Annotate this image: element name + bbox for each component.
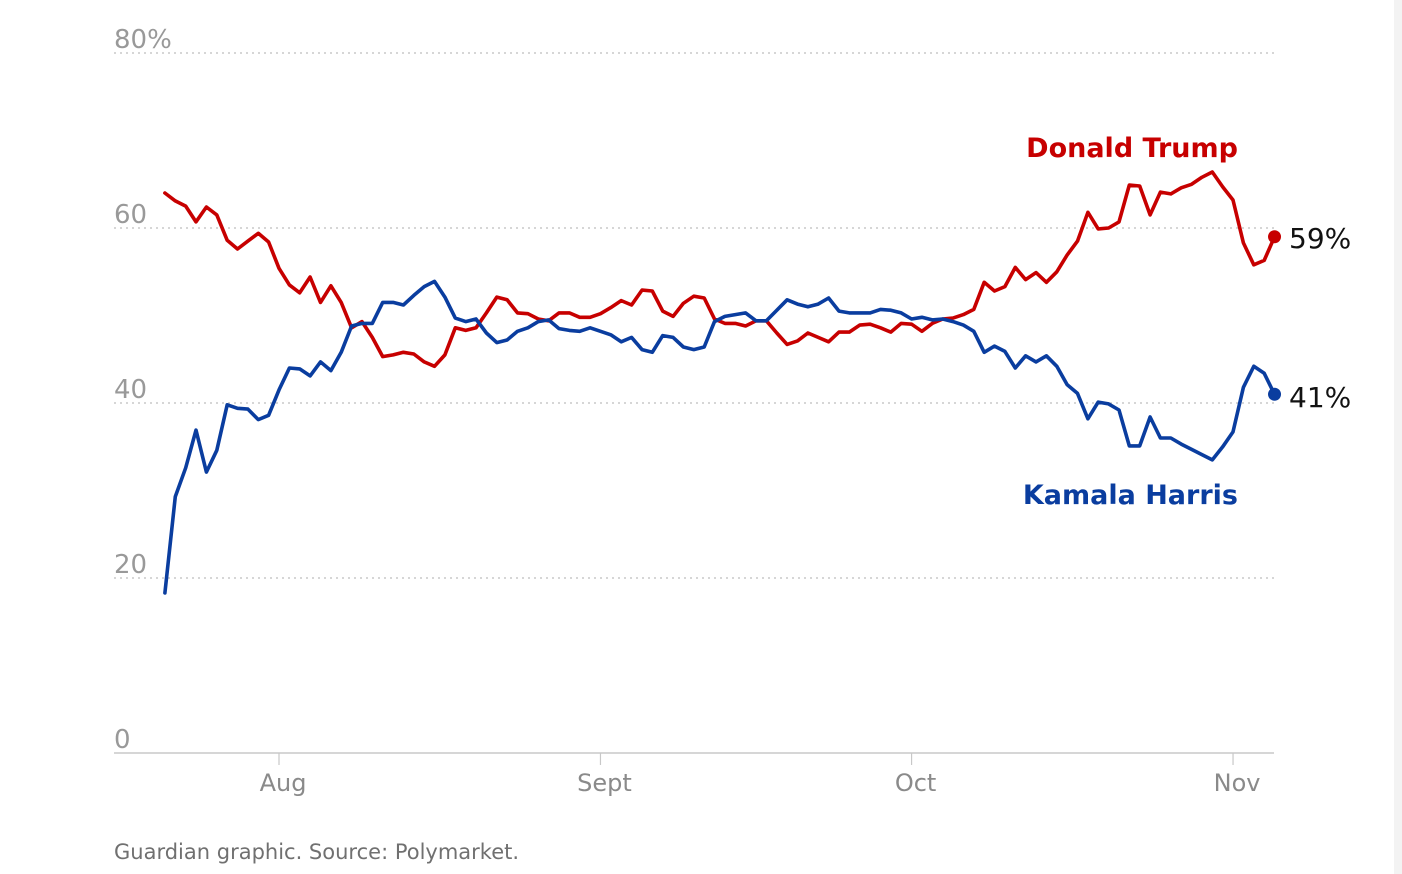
series-label-trump: Donald Trump	[1026, 133, 1238, 164]
y-tick-label: 0	[114, 725, 131, 755]
series-label-harris: Kamala Harris	[1023, 480, 1238, 511]
end-value-harris: 41%	[1289, 381, 1351, 414]
series-lines	[163, 170, 1282, 595]
x-tick-label: Oct	[895, 769, 937, 797]
series-labels: Donald Trump Kamala Harris 59% 41%	[1023, 133, 1351, 511]
end-marker-trump	[1268, 230, 1282, 244]
y-tick-label: 20	[114, 550, 147, 580]
x-tick-label: Aug	[260, 769, 307, 797]
x-tick-label: Sept	[577, 769, 632, 797]
y-tick-label: 40	[114, 375, 147, 405]
gridlines	[114, 52, 1276, 579]
end-marker-harris	[1268, 387, 1282, 401]
y-axis-ticks: 80% 60 40 20 0	[114, 25, 172, 755]
x-axis-ticks: Aug Sept Oct Nov	[260, 753, 1261, 797]
x-tick-label: Nov	[1214, 769, 1261, 797]
y-tick-label: 80%	[114, 25, 172, 55]
series-line-trump	[163, 170, 1277, 369]
end-value-trump: 59%	[1289, 222, 1351, 255]
y-tick-label: 60	[114, 200, 147, 230]
source-note: Guardian graphic. Source: Polymarket.	[114, 840, 520, 864]
scrollbar-track[interactable]	[1394, 0, 1402, 874]
series-line-harris	[163, 279, 1277, 595]
